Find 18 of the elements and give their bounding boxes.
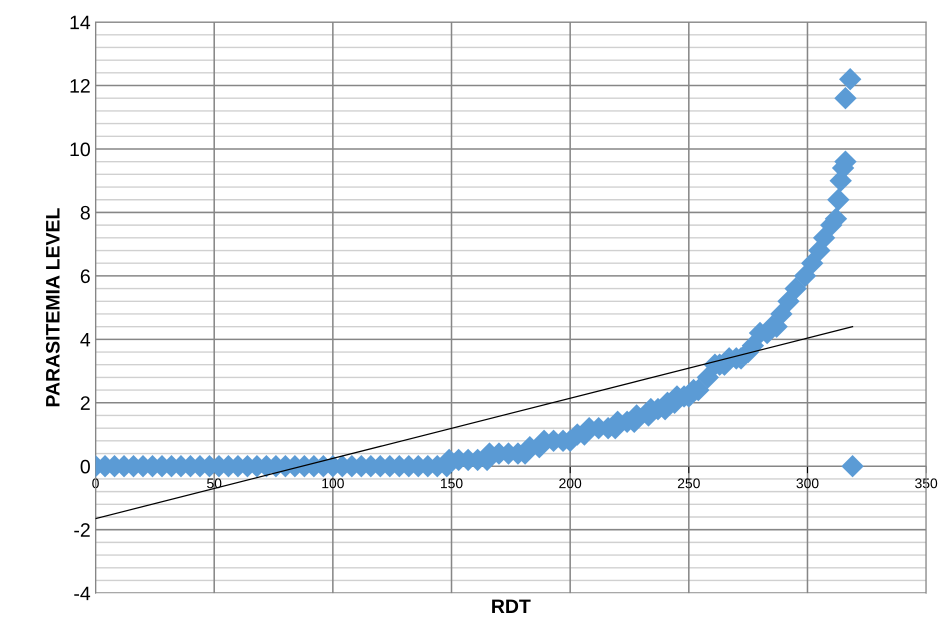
- y-tick-label: 0: [80, 460, 90, 474]
- y-tick-label: 2: [80, 396, 90, 410]
- x-tick-label: 100: [322, 478, 344, 488]
- y-tick-label: 12: [70, 79, 90, 93]
- x-axis-title: RDT: [492, 600, 531, 613]
- x-tick-label: 150: [440, 478, 463, 488]
- y-tick-label: -4: [74, 586, 90, 600]
- y-tick-label: 10: [70, 142, 90, 156]
- y-axis-title: PARASITEMIA LEVEL: [46, 208, 60, 406]
- y-tick-label: 14: [70, 16, 90, 30]
- y-tick-label: 6: [80, 269, 90, 284]
- y-tick-label: 8: [80, 206, 90, 220]
- y-tick-label: -2: [74, 523, 90, 537]
- y-tick-label: 4: [80, 333, 90, 346]
- x-tick-label: 250: [678, 478, 700, 488]
- x-tick-label: 350: [915, 478, 938, 488]
- x-tick-label: 300: [796, 478, 819, 488]
- x-tick-label: 200: [559, 478, 582, 488]
